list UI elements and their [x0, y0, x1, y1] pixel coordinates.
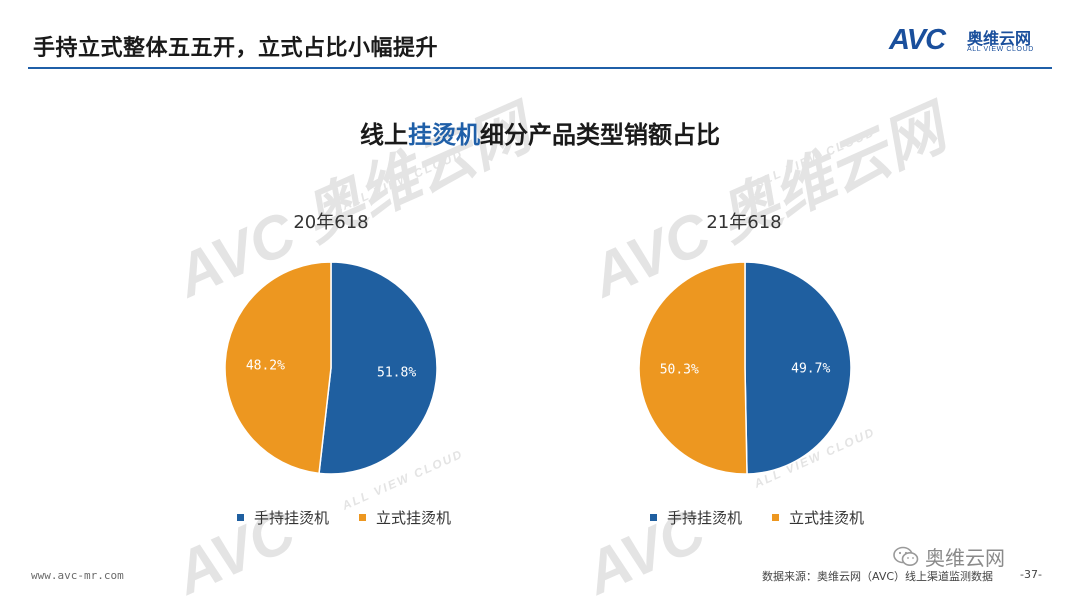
- legend-item: 手持挂烫机: [650, 507, 742, 528]
- legend-swatch-handheld: [237, 514, 244, 521]
- pie-title-2: 21年618: [706, 212, 782, 233]
- chart-title: 线上挂烫机细分产品类型销额占比: [0, 115, 1080, 150]
- pie-slice-vertical: [224, 261, 332, 475]
- legend-label: 立式挂烫机: [789, 509, 865, 527]
- pie-slice-handheld: [744, 261, 852, 475]
- legend-item: 立式挂烫机: [359, 507, 451, 528]
- pie-title-1: 20年618: [293, 212, 369, 233]
- page-title: 手持立式整体五五开，立式占比小幅提升: [33, 36, 439, 61]
- legend-2: 手持挂烫机 立式挂烫机: [650, 507, 864, 528]
- wechat-label: 奥维云网: [925, 546, 1005, 570]
- logo-cn: 奥维云网: [967, 29, 1032, 48]
- legend-label: 手持挂烫机: [254, 509, 330, 527]
- header-divider: [28, 67, 1052, 69]
- wechat-badge: 奥维云网: [893, 542, 1005, 571]
- legend-item: 手持挂烫机: [237, 507, 329, 528]
- pie-data-label: 50.3%: [660, 363, 699, 378]
- avc-logo: AVC 奥维云网 ALL VIEW CLOUD: [889, 24, 1054, 58]
- legend-swatch-vertical: [772, 514, 780, 521]
- pie-slice-vertical: [638, 261, 748, 475]
- page-number: -37-: [1020, 568, 1042, 581]
- legend-swatch-handheld: [650, 514, 657, 521]
- chart-title-suffix: 细分产品类型销额占比: [480, 121, 720, 149]
- pie-slice-handheld: [318, 261, 438, 475]
- footer-url[interactable]: www.avc-mr.com: [31, 569, 124, 582]
- legend-item: 立式挂烫机: [772, 507, 864, 528]
- legend-label: 手持挂烫机: [667, 509, 743, 527]
- data-source: 数据来源：奥维云网（AVC）线上渠道监测数据: [762, 570, 994, 583]
- chart-title-highlight: 挂烫机: [408, 121, 480, 149]
- chart-title-prefix: 线上: [360, 121, 408, 149]
- legend-1: 手持挂烫机 立式挂烫机: [237, 507, 451, 528]
- pie-data-label: 51.8%: [377, 366, 416, 381]
- logo-en: ALL VIEW CLOUD: [967, 46, 1034, 53]
- logo-mark: AVC: [889, 24, 946, 56]
- pie-data-label: 49.7%: [791, 361, 830, 376]
- legend-swatch-vertical: [359, 514, 367, 521]
- wechat-icon: [893, 546, 919, 566]
- pie-data-label: 48.2%: [246, 358, 285, 373]
- legend-label: 立式挂烫机: [376, 509, 452, 527]
